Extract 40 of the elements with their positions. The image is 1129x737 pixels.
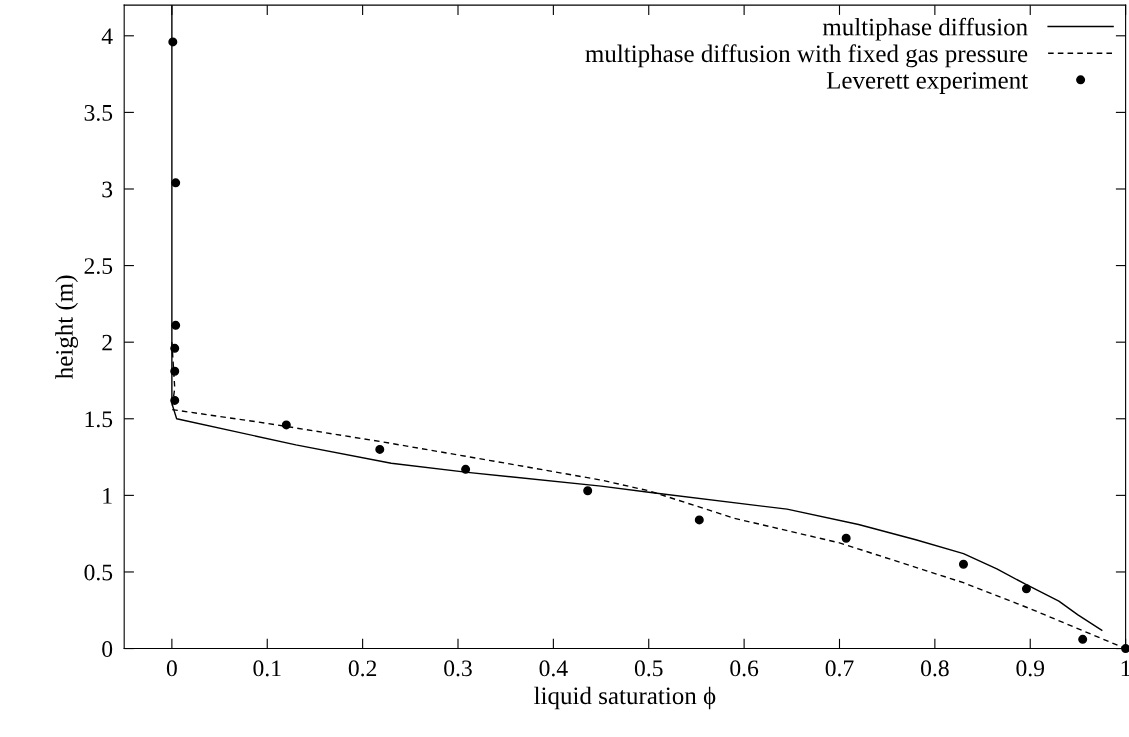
point xyxy=(171,320,181,330)
x-tick-label: 0.1 xyxy=(253,660,281,677)
point xyxy=(170,366,180,376)
y-tick-label: 3 xyxy=(102,181,113,198)
point xyxy=(1021,584,1031,594)
point xyxy=(958,559,968,569)
point xyxy=(171,178,181,188)
x-tick-label: 0 xyxy=(166,660,177,677)
point xyxy=(841,533,851,543)
x-tick-label: 0.8 xyxy=(921,660,949,677)
x-axis-title: liquid saturation ϕ xyxy=(534,686,716,710)
point xyxy=(694,515,704,525)
x-tick-label: 0.5 xyxy=(634,660,663,677)
y-axis-title: height (m) xyxy=(55,275,79,380)
point xyxy=(461,464,471,474)
x-tick-label: 0.2 xyxy=(348,660,377,677)
point xyxy=(168,37,178,47)
point xyxy=(281,420,291,430)
y-tick-label: 1.5 xyxy=(85,411,113,428)
legend-label: Leverett experiment xyxy=(826,72,1028,94)
x-tick-label: 0.3 xyxy=(444,660,472,677)
x-tick-label: 0.9 xyxy=(1016,660,1045,677)
y-tick-label: 3.5 xyxy=(84,104,113,121)
point xyxy=(170,395,180,405)
x-tick-label: 0.6 xyxy=(730,660,759,677)
y-tick-label: 2.5 xyxy=(84,258,113,275)
y-tick-label: 4 xyxy=(101,28,113,44)
y-tick-label: 0.5 xyxy=(84,564,113,581)
y-tick-label: 2 xyxy=(102,334,112,351)
y-tick-label: 0 xyxy=(102,641,113,657)
y-tick-label: 1 xyxy=(103,487,112,504)
x-tick-label: 0.7 xyxy=(825,660,854,677)
legend-label: multiphase diffusion xyxy=(822,17,1028,41)
point xyxy=(1078,634,1088,644)
point xyxy=(1121,644,1129,654)
x-tick-label: 0.4 xyxy=(539,660,568,677)
point xyxy=(170,343,180,353)
point xyxy=(583,486,593,496)
legend-label: multiphase diffusion with fixed gas pressure xyxy=(585,44,1028,68)
point xyxy=(375,444,385,454)
